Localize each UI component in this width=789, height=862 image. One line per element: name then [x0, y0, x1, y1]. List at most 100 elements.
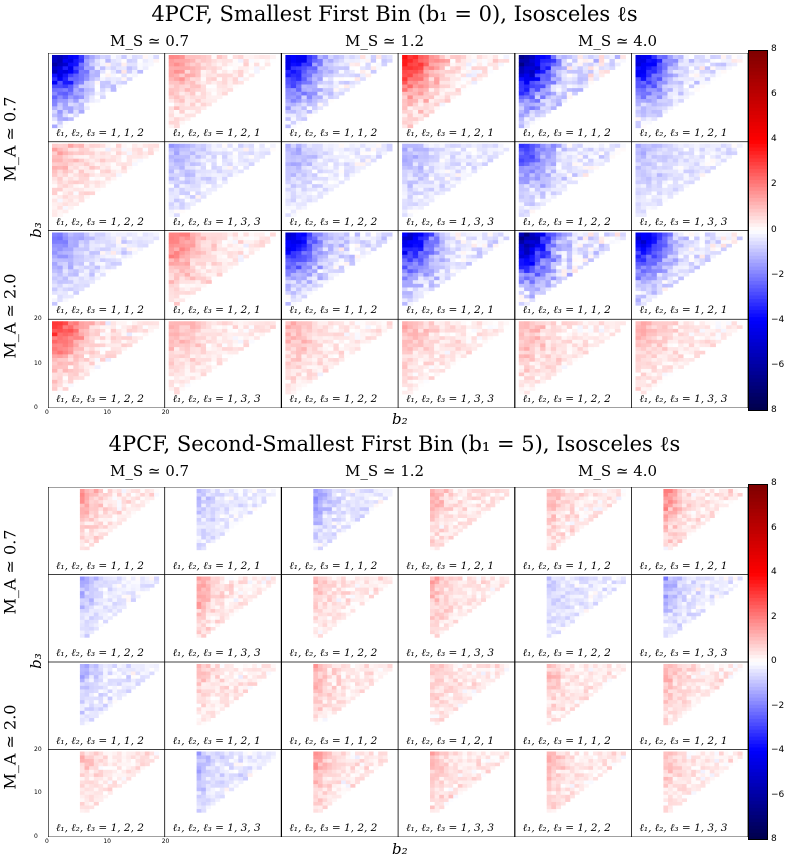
heatmap-cell: [73, 276, 80, 281]
heatmap-cell: [376, 332, 382, 337]
heatmap-cell: [301, 102, 308, 107]
heatmap-cell: [179, 65, 186, 70]
heatmap-cell: [556, 272, 562, 277]
heatmap-cell: [434, 176, 440, 181]
heatmap-cell: [365, 154, 372, 159]
heatmap-cell: [360, 335, 366, 340]
heatmap-cell: [694, 65, 700, 70]
heatmap-cell: [211, 335, 218, 340]
heatmap-cell: [566, 232, 573, 237]
heatmap-cell: [646, 194, 652, 199]
heatmap-cell: [179, 105, 186, 110]
heatmap-cell: [402, 198, 408, 203]
heatmap-cell: [57, 172, 64, 177]
heatmap-cell: [561, 176, 568, 181]
heatmap-cell: [148, 321, 154, 326]
heatmap-cell: [667, 105, 674, 110]
heatmap-cell: [148, 151, 154, 156]
heatmap-cell: [678, 158, 684, 163]
heatmap-cell: [184, 55, 191, 60]
heatmap-cell: [407, 324, 414, 329]
heatmap-cell: [216, 243, 223, 248]
heatmap-cell: [52, 180, 58, 185]
heatmap-cell: [534, 161, 541, 166]
heatmap-cell: [222, 69, 228, 74]
heatmap-cell: [168, 301, 175, 306]
heatmap-cell: [206, 321, 212, 326]
heatmap-cell: [238, 328, 244, 333]
heatmap-cell: [243, 250, 250, 255]
heatmap-cell: [317, 268, 324, 273]
heatmap-cell: [195, 261, 202, 266]
heatmap-cell: [264, 232, 271, 237]
heatmap-cell: [349, 161, 356, 166]
heatmap-cell: [84, 339, 90, 344]
heatmap-cell: [662, 76, 668, 81]
heatmap-cell: [285, 290, 292, 295]
heatmap-cell: [190, 187, 196, 192]
heatmap-cell: [444, 62, 451, 67]
heatmap-cell: [290, 91, 297, 96]
heatmap-cell: [148, 55, 154, 60]
heatmap-cell: [407, 328, 414, 333]
heatmap-cell: [540, 91, 546, 96]
heatmap-cell: [132, 232, 138, 237]
heatmap-cell: [582, 55, 589, 60]
heatmap-cell: [349, 332, 356, 337]
heatmap-cell: [715, 151, 722, 156]
heatmap-cell: [593, 236, 600, 241]
heatmap-cell: [524, 194, 530, 199]
heatmap-cell: [317, 328, 324, 333]
heatmap-cell: [450, 254, 456, 259]
heatmap-cell: [529, 158, 536, 163]
heatmap-cell: [200, 254, 207, 259]
heatmap-cell: [598, 161, 605, 166]
heatmap-cell: [439, 346, 446, 351]
heatmap-cell: [57, 383, 64, 388]
heatmap-cell: [195, 279, 202, 284]
heatmap-cell: [407, 154, 414, 159]
heatmap-cell: [540, 158, 546, 163]
heatmap-cell: [306, 343, 313, 348]
heatmap-cell: [360, 339, 366, 344]
heatmap-cell: [439, 187, 446, 192]
heatmap-cell: [444, 84, 451, 89]
heatmap-cell: [312, 357, 318, 362]
heatmap-cell: [317, 80, 324, 85]
heatmap-cell: [296, 84, 302, 89]
heatmap-cell: [57, 361, 64, 366]
heatmap-cell: [94, 239, 101, 244]
heatmap-cell: [360, 254, 366, 259]
heatmap-cell: [407, 283, 414, 288]
heatmap-cell: [423, 154, 430, 159]
heatmap-cell: [386, 232, 393, 237]
heatmap-cell: [184, 62, 191, 67]
heatmap-cell: [132, 321, 138, 326]
heatmap-cell: [132, 236, 138, 241]
heatmap-cell: [168, 250, 175, 255]
heatmap-cell: [78, 232, 85, 237]
heatmap-cell: [68, 350, 74, 355]
heatmap-cell: [498, 62, 504, 67]
heatmap-cell: [672, 180, 679, 185]
heatmap-cell: [683, 165, 690, 170]
heatmap-cell: [444, 187, 451, 192]
heatmap-cell: [407, 254, 414, 259]
heatmap-cell: [529, 243, 536, 248]
heatmap-cell: [306, 379, 313, 384]
heatmap-cell: [148, 328, 154, 333]
heatmap-cell: [195, 236, 202, 241]
heatmap-cell: [206, 183, 212, 188]
heatmap-cell: [328, 239, 334, 244]
heatmap-cell: [301, 76, 308, 81]
heatmap-cell: [534, 183, 541, 188]
heatmap-cell: [688, 250, 695, 255]
heatmap-cell: [105, 172, 112, 177]
heatmap-cell: [370, 232, 377, 237]
heatmap-cell: [328, 261, 334, 266]
heatmap-cell: [428, 91, 435, 96]
heatmap-cell: [57, 346, 64, 351]
heatmap-cell: [62, 84, 69, 89]
heatmap-cell: [84, 361, 90, 366]
heatmap-cell: [301, 165, 308, 170]
